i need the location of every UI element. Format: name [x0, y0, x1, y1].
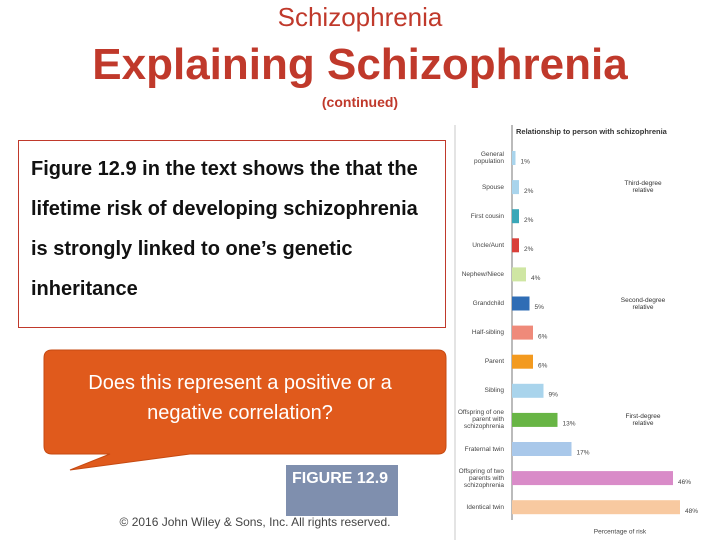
category-label: Fraternal twin [464, 445, 504, 453]
group-label: Third-degree relative [624, 180, 662, 195]
bar [512, 442, 572, 456]
callout-bubble [43, 349, 447, 471]
chart-svg: Relationship to person with schizophreni… [454, 125, 698, 540]
category-label: General population [474, 151, 504, 165]
bar [512, 151, 516, 165]
value-label: 5% [535, 304, 545, 311]
bar [512, 180, 519, 195]
callout-text: Does this represent a positive or a nega… [88, 372, 392, 424]
value-label: 4% [531, 275, 541, 282]
slide-header: Schizophrenia [277, 2, 443, 32]
x-axis-label: Percentage of risk [594, 529, 647, 536]
group-label: First-degree relative [625, 412, 661, 427]
body-text: Figure 12.9 in the text shows the that t… [18, 140, 446, 328]
bar [512, 238, 519, 253]
value-label: 2% [524, 217, 534, 224]
value-label: 6% [538, 333, 548, 340]
category-label: Nephew/Niece [461, 270, 504, 278]
bar [512, 500, 680, 515]
value-label: 2% [524, 188, 534, 195]
bar [512, 412, 558, 427]
category-label: Grandchild [472, 300, 504, 307]
category-label: Offspring of one parent with schizophren… [457, 409, 504, 431]
bar [512, 267, 526, 282]
category-label: Half-sibling [471, 329, 504, 337]
value-label: 46% [678, 479, 691, 486]
value-label: 2% [524, 246, 534, 253]
category-label: Uncle/Aunt [472, 241, 504, 249]
value-label: 48% [685, 508, 698, 515]
value-label: 9% [549, 392, 559, 399]
copyright: © 2016 John Wiley & Sons, Inc. All right… [119, 515, 391, 529]
value-label: 1% [521, 159, 531, 166]
slide-title: Explaining Schizophrenia [92, 40, 628, 89]
category-label: Parent [484, 358, 504, 366]
chart: Relationship to person with schizophreni… [450, 0, 720, 540]
category-label: Identical twin [466, 503, 504, 511]
value-label: 17% [577, 450, 590, 457]
slide-subtitle: (continued) [321, 94, 399, 110]
value-label: 6% [538, 362, 548, 369]
value-label: 13% [563, 421, 576, 428]
category-label: First cousin [470, 212, 504, 220]
bar [512, 471, 673, 486]
bar [512, 354, 533, 369]
figure-label: FIGURE 12.9 [286, 465, 398, 516]
callout-shape [43, 349, 447, 471]
group-label: Second-degree relative [620, 296, 666, 311]
category-label: Spouse [481, 183, 504, 191]
category-label: Offspring of two parents with schizophre… [458, 467, 504, 489]
bar [512, 209, 519, 224]
category-label: Sibling [484, 387, 504, 395]
bar [512, 383, 544, 398]
bar [512, 325, 533, 340]
chart-title: Relationship to person with schizophreni… [516, 127, 668, 136]
bar [512, 296, 530, 311]
